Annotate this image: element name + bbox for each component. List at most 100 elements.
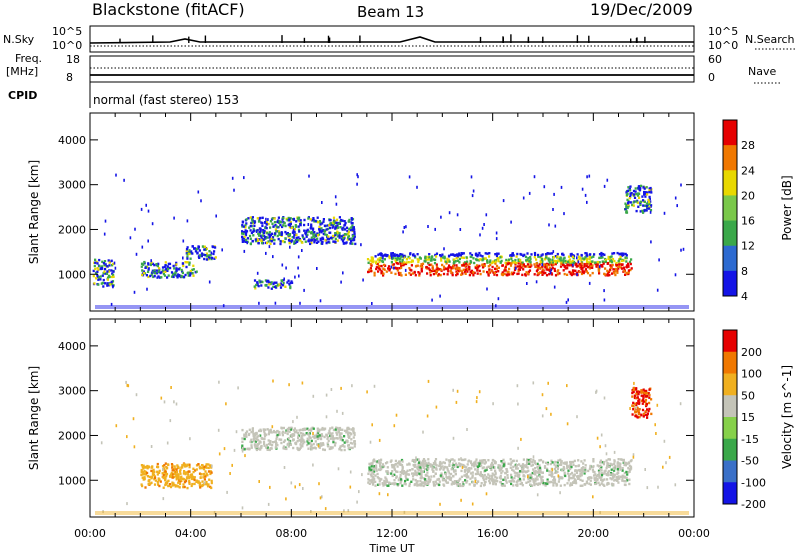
data-cell (538, 464, 541, 467)
data-cell (290, 435, 293, 438)
data-cell (180, 466, 183, 469)
data-cell (268, 283, 271, 286)
data-cell (505, 468, 508, 471)
data-cell (446, 259, 449, 262)
data-cell (633, 396, 636, 400)
noise-cell (271, 425, 274, 429)
data-cell (492, 479, 495, 483)
data-cell (444, 267, 447, 270)
data-cell (629, 201, 632, 204)
noise-cell (674, 273, 677, 277)
data-cell (334, 237, 337, 241)
data-cell (560, 461, 563, 464)
data-cell (264, 428, 267, 431)
data-cell (450, 476, 453, 480)
data-cell (259, 234, 262, 238)
data-cell (515, 467, 518, 470)
data-cell (287, 216, 290, 220)
data-cell (190, 484, 193, 488)
data-cell (486, 270, 489, 274)
data-cell (635, 403, 638, 407)
noise-cell (215, 214, 217, 218)
data-cell (593, 479, 596, 482)
data-cell (350, 217, 353, 220)
data-cell (293, 427, 296, 430)
data-cell (384, 462, 388, 465)
data-cell (343, 435, 346, 438)
data-cell (173, 475, 176, 479)
data-cell (241, 444, 244, 447)
data-cell (412, 253, 415, 256)
data-cell (264, 226, 267, 230)
data-cell (99, 278, 102, 281)
data-cell (301, 241, 304, 244)
data-cell (579, 265, 582, 269)
data-cell (273, 221, 277, 224)
data-cell (611, 473, 614, 477)
data-cell (147, 268, 150, 271)
data-cell (175, 476, 179, 479)
data-cell (354, 242, 357, 246)
colorbar-swatch (723, 417, 737, 440)
data-cell (456, 465, 459, 469)
data-cell (496, 253, 499, 256)
data-cell (261, 216, 264, 219)
noise-cell (435, 405, 438, 409)
data-cell (329, 434, 332, 438)
data-cell (271, 217, 274, 220)
data-cell (210, 471, 213, 474)
data-cell (306, 443, 309, 447)
data-cell (265, 220, 268, 223)
data-cell (543, 466, 547, 469)
data-cell (279, 286, 283, 289)
data-cell (553, 267, 556, 271)
data-cell (520, 470, 523, 473)
data-cell (256, 445, 259, 448)
data-cell (646, 408, 649, 411)
data-cell (200, 484, 203, 488)
data-cell (461, 484, 464, 488)
noise-cell (310, 510, 312, 513)
data-cell (427, 461, 430, 464)
noise-cell (296, 415, 298, 419)
data-cell (491, 477, 494, 480)
data-cell (367, 481, 370, 484)
data-cell (440, 255, 443, 258)
noise-cell (408, 175, 411, 179)
data-cell (310, 239, 313, 242)
data-cell (268, 231, 271, 234)
data-cell (449, 269, 452, 272)
data-cell (624, 480, 627, 483)
data-cell (614, 268, 618, 271)
noise-cell (297, 266, 299, 270)
data-cell (323, 428, 326, 431)
data-cell (257, 443, 260, 446)
colorbar-tick-label: 4 (741, 290, 748, 303)
data-cell (535, 262, 538, 265)
data-cell (107, 270, 111, 273)
noise-cell (390, 265, 393, 269)
data-cell (648, 197, 651, 201)
data-cell (569, 482, 572, 485)
data-cell (246, 237, 249, 240)
noise-cell (353, 226, 355, 230)
data-cell (456, 254, 459, 258)
data-cell (263, 437, 266, 440)
data-cell (201, 464, 204, 467)
data-cell (312, 442, 315, 446)
data-cell (310, 223, 313, 226)
data-cell (431, 255, 434, 258)
data-cell (580, 467, 583, 470)
data-cell (551, 472, 554, 476)
data-cell (477, 461, 480, 464)
data-cell (183, 480, 186, 484)
data-cell (615, 261, 618, 265)
data-cell (341, 240, 345, 243)
data-cell (164, 478, 167, 482)
noise-cell (135, 393, 138, 397)
data-cell (392, 482, 395, 485)
noise-cell (492, 402, 494, 406)
data-cell (265, 280, 269, 283)
data-cell (471, 474, 474, 477)
data-cell (464, 458, 467, 461)
